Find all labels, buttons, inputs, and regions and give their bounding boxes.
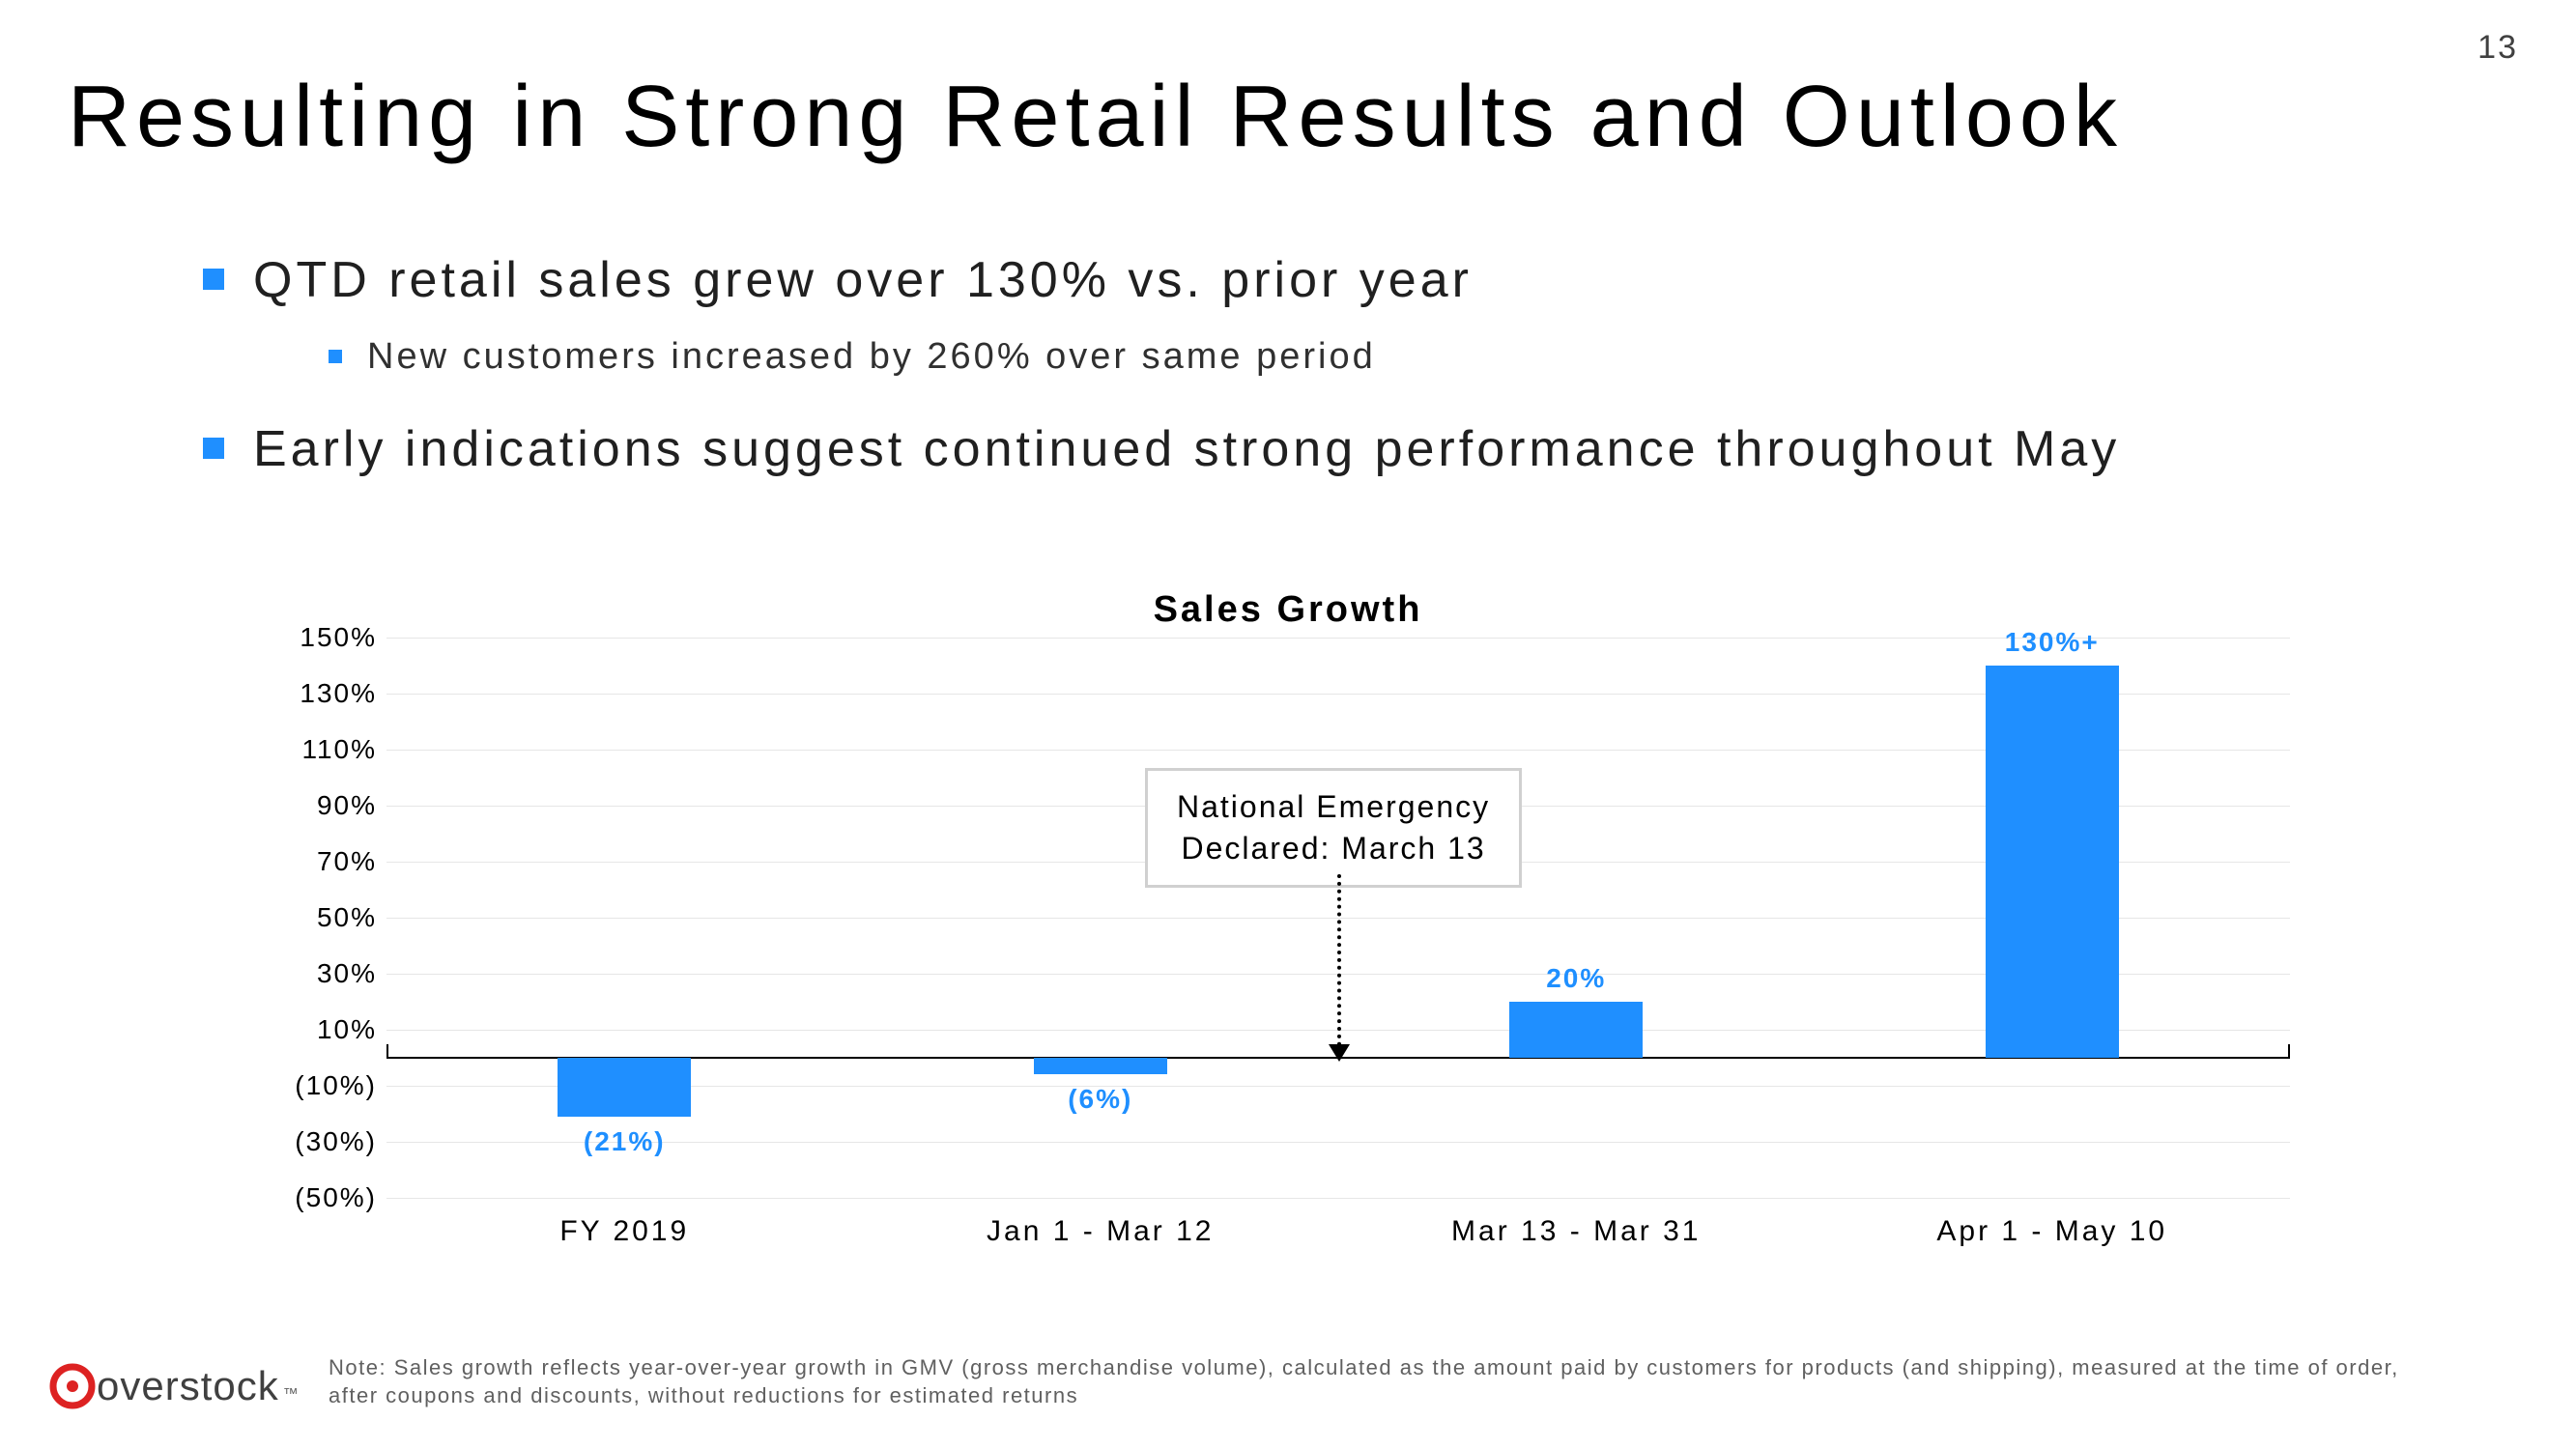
chart-ytick-label: 30% — [261, 958, 377, 989]
chart-ytick-label: (10%) — [261, 1070, 377, 1101]
overstock-logo-tm: ™ — [283, 1386, 299, 1404]
overstock-logo-icon — [48, 1362, 97, 1410]
sales-growth-chart: 150%130%110%90%70%50%30%10%(10%)(30%)(50… — [261, 638, 2290, 1256]
slide-title: Resulting in Strong Retail Results and O… — [68, 68, 2123, 167]
bullet-2-text: Early indications suggest continued stro… — [253, 420, 2120, 478]
overstock-logo: overstock ™ — [48, 1362, 299, 1410]
bullet-square-icon — [329, 350, 342, 363]
bullet-1-sub-text: New customers increased by 260% over sam… — [367, 336, 1376, 378]
chart-xtick-label: Jan 1 - Mar 12 — [987, 1215, 1214, 1248]
bullet-1: QTD retail sales grew over 130% vs. prio… — [203, 251, 2329, 309]
bullet-list: QTD retail sales grew over 130% vs. prio… — [203, 251, 2329, 505]
chart-ytick-label: (50%) — [261, 1182, 377, 1213]
chart-bar-label: 20% — [1546, 963, 1606, 994]
bullet-square-icon — [203, 438, 224, 459]
overstock-logo-text: overstock — [97, 1363, 279, 1409]
chart-title: Sales Growth — [0, 589, 2576, 631]
chart-gridline — [386, 1142, 2290, 1143]
chart-bar — [1986, 666, 2119, 1058]
chart-ytick-label: 10% — [261, 1014, 377, 1045]
chart-annotation-line: Declared: March 13 — [1177, 828, 1490, 869]
bullet-1-sub: New customers increased by 260% over sam… — [329, 336, 2329, 378]
footnote: Note: Sales growth reflects year-over-ye… — [329, 1353, 2454, 1410]
chart-bar-label: (6%) — [1068, 1084, 1132, 1115]
chart-bar-label: 130%+ — [2005, 627, 2100, 658]
chart-annotation: National EmergencyDeclared: March 13 — [1145, 768, 1522, 888]
chart-annotation-arrow-head-icon — [1329, 1044, 1350, 1062]
chart-xtick-label: FY 2019 — [559, 1215, 689, 1248]
chart-bar — [1509, 1002, 1643, 1058]
chart-axis-tick — [386, 1044, 388, 1058]
chart-annotation-arrow-line — [1337, 874, 1341, 1046]
chart-bar-label: (21%) — [584, 1126, 666, 1157]
chart-xtick-label: Apr 1 - May 10 — [1936, 1215, 2167, 1248]
chart-ytick-label: 130% — [261, 678, 377, 709]
chart-ytick-label: 70% — [261, 846, 377, 877]
chart-axis-tick — [2288, 1044, 2290, 1058]
chart-xtick-label: Mar 13 - Mar 31 — [1451, 1215, 1701, 1248]
chart-annotation-line: National Emergency — [1177, 786, 1490, 828]
chart-ytick-label: 150% — [261, 622, 377, 653]
slide: 13 Resulting in Strong Retail Results an… — [0, 0, 2576, 1449]
chart-ytick-label: 90% — [261, 790, 377, 821]
bullet-2: Early indications suggest continued stro… — [203, 420, 2329, 478]
page-number: 13 — [2477, 29, 2518, 67]
chart-ytick-label: 50% — [261, 902, 377, 933]
chart-gridline — [386, 1198, 2290, 1199]
chart-ytick-label: 110% — [261, 734, 377, 765]
chart-plot-area: 150%130%110%90%70%50%30%10%(10%)(30%)(50… — [386, 638, 2290, 1198]
bullet-1-text: QTD retail sales grew over 130% vs. prio… — [253, 251, 1473, 309]
bullet-square-icon — [203, 269, 224, 290]
chart-ytick-label: (30%) — [261, 1126, 377, 1157]
chart-bar — [1034, 1058, 1167, 1074]
chart-bar — [558, 1058, 691, 1117]
